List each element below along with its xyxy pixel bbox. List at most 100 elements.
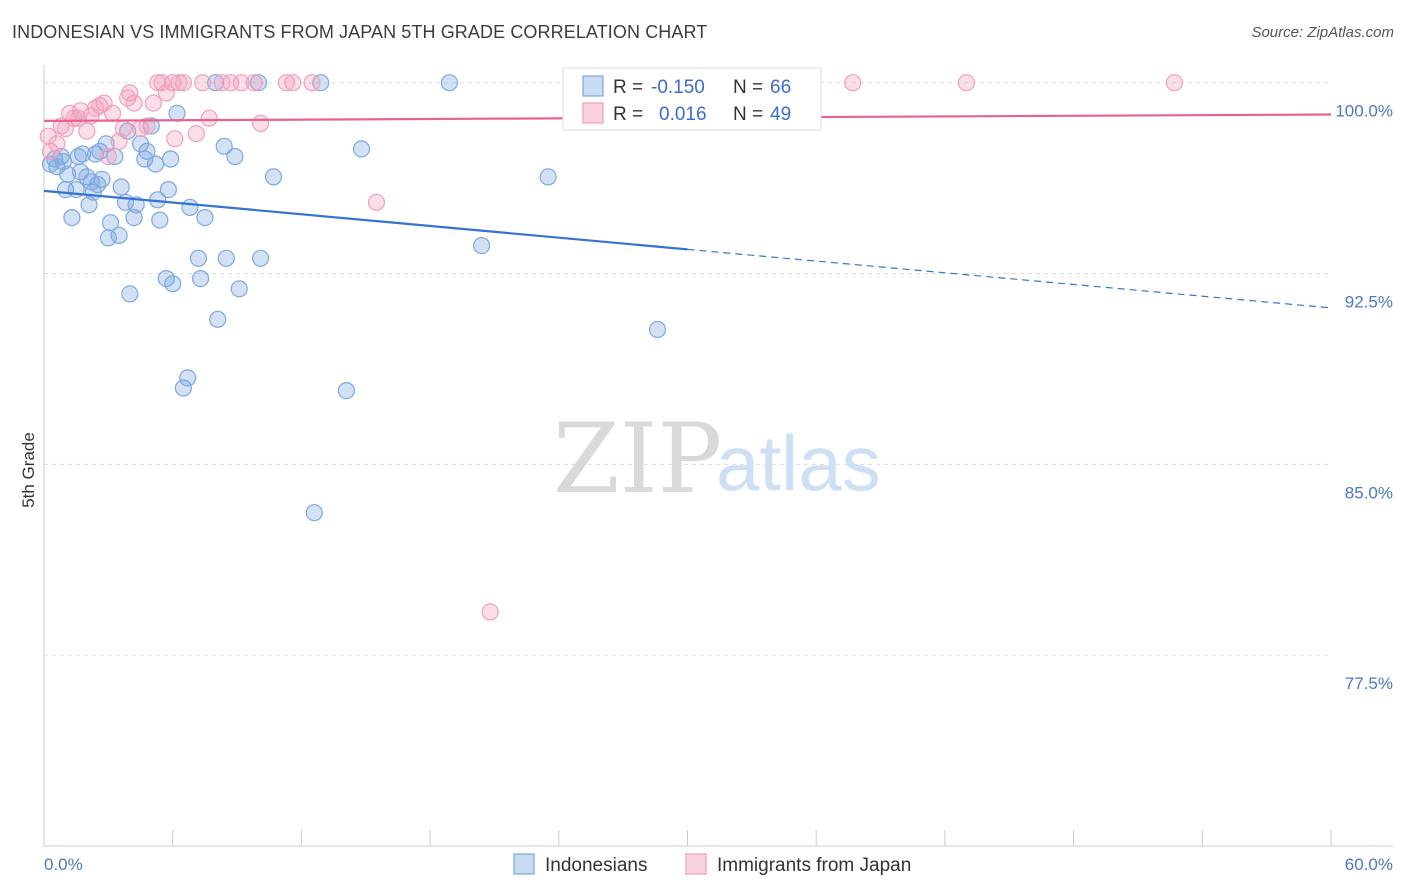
indonesians-point-50 bbox=[230, 280, 248, 298]
watermark-atlas: atlas bbox=[716, 419, 881, 507]
indonesians-point-47 bbox=[215, 137, 233, 155]
indonesians-point-43 bbox=[192, 270, 210, 288]
japan-point-13 bbox=[99, 147, 118, 166]
indonesians-point-37 bbox=[164, 275, 182, 293]
indonesians-point-4 bbox=[54, 153, 72, 171]
indonesians-point-22 bbox=[110, 226, 128, 244]
japan-point-14 bbox=[103, 104, 122, 122]
axes bbox=[43, 65, 1393, 847]
indonesians-point-36 bbox=[159, 181, 177, 199]
indonesians-point-57 bbox=[352, 140, 371, 158]
japan-point-33 bbox=[213, 74, 231, 92]
japan-point-46 bbox=[957, 74, 976, 92]
series-legend: Indonesians Immigrants from Japan bbox=[513, 853, 911, 876]
indonesians-point-30 bbox=[138, 142, 156, 160]
legend-swatch-blue bbox=[582, 75, 604, 97]
indonesians-point-27 bbox=[127, 196, 145, 214]
indonesians-point-60 bbox=[539, 168, 557, 186]
indonesians-point-59 bbox=[473, 237, 491, 255]
japan-point-35 bbox=[232, 74, 250, 92]
indonesians-point-49 bbox=[226, 147, 244, 166]
legend-r-value-2: 0.016 bbox=[659, 104, 707, 125]
indonesians-point-55 bbox=[312, 74, 330, 92]
japan-point-39 bbox=[284, 74, 302, 92]
japan-point-19 bbox=[125, 94, 143, 112]
legend-swatch-pink bbox=[582, 102, 604, 124]
trend-lines bbox=[43, 113, 1332, 309]
indonesians-point-65 bbox=[162, 150, 180, 168]
y-tick-label-0: 100.0% bbox=[1335, 102, 1393, 121]
indonesians-point-34 bbox=[151, 211, 169, 229]
japan-point-37 bbox=[252, 114, 270, 133]
legend-r-label-1: R = bbox=[613, 77, 643, 98]
indonesians-point-6 bbox=[58, 165, 77, 183]
x-tick-label-0: 0.0% bbox=[44, 855, 83, 874]
indonesians-point-54 bbox=[305, 504, 323, 522]
y-axis-label: 5th Grade bbox=[19, 432, 38, 508]
y-tick-label-2: 85.0% bbox=[1345, 483, 1393, 502]
legend-r-value-1: -0.150 bbox=[651, 77, 705, 98]
japan-point-22 bbox=[144, 94, 162, 112]
indonesians-point-48 bbox=[217, 249, 235, 267]
japan-point-32 bbox=[200, 109, 218, 127]
japan-point-45 bbox=[844, 74, 862, 92]
japan-point-41 bbox=[367, 193, 386, 211]
legend-japan-label: Immigrants from Japan bbox=[717, 855, 911, 876]
japan-point-16 bbox=[114, 119, 133, 138]
indonesians-point-18 bbox=[97, 135, 115, 153]
grid-lines bbox=[44, 82, 1331, 656]
indonesians-point-32 bbox=[146, 155, 165, 173]
indonesians-point-39 bbox=[174, 379, 192, 397]
japan-point-30 bbox=[187, 125, 205, 143]
indonesians-point-46 bbox=[209, 310, 227, 328]
y-tick-label-1: 92.5% bbox=[1345, 293, 1393, 312]
japan-point-21 bbox=[138, 117, 156, 135]
japan-point-36 bbox=[245, 74, 263, 92]
japan-point-29 bbox=[174, 74, 192, 92]
indonesians-point-26 bbox=[125, 209, 143, 227]
legend-japan-swatch bbox=[685, 853, 707, 875]
indonesians-point-31 bbox=[142, 117, 160, 135]
watermark: ZIP atlas bbox=[553, 403, 881, 515]
y-tick-labels: 100.0% 92.5% 85.0% 77.5% bbox=[1335, 102, 1393, 693]
data-points bbox=[39, 74, 1184, 621]
indonesians-point-51 bbox=[249, 74, 268, 92]
source-label: Source: ZipAtlas.com bbox=[1251, 24, 1394, 41]
indonesians-point-64 bbox=[73, 145, 92, 163]
indonesians-point-42 bbox=[189, 249, 207, 267]
indonesians-point-56 bbox=[337, 382, 355, 400]
legend-indonesians-swatch bbox=[513, 853, 535, 875]
japan-point-48 bbox=[39, 127, 57, 145]
x-tick-label-1: 60.0% bbox=[1345, 855, 1393, 874]
indonesians-point-62 bbox=[121, 285, 139, 303]
japan-point-27 bbox=[166, 130, 184, 148]
indonesians-point-53 bbox=[264, 168, 283, 186]
indonesians-point-7 bbox=[63, 209, 81, 227]
japan-point-38 bbox=[277, 74, 295, 92]
legend-n-label-1: N = bbox=[733, 77, 763, 98]
legend-n-value-1: 66 bbox=[770, 77, 791, 98]
indonesians-point-20 bbox=[101, 214, 120, 232]
chart-title: INDONESIAN VS IMMIGRANTS FROM JAPAN 5TH … bbox=[12, 22, 708, 42]
correlation-legend: R = -0.150 N = 66 R = 0.016 N = 49 bbox=[562, 67, 822, 131]
indonesians-point-61 bbox=[648, 320, 667, 339]
japan-point-47 bbox=[1165, 74, 1184, 92]
indonesians-trend-extension bbox=[687, 248, 1332, 309]
japan-point-31 bbox=[194, 74, 212, 92]
indonesians-point-40 bbox=[179, 369, 197, 387]
legend-indonesians-label: Indonesians bbox=[545, 855, 647, 876]
legend-n-label-2: N = bbox=[733, 104, 763, 125]
japan-point-18 bbox=[121, 84, 139, 102]
japan-point-15 bbox=[110, 132, 128, 150]
indonesians-point-38 bbox=[168, 104, 186, 122]
japan-point-42 bbox=[481, 603, 499, 621]
legend-n-value-2: 49 bbox=[770, 104, 791, 125]
legend-box bbox=[562, 67, 822, 131]
indonesians-point-52 bbox=[252, 249, 270, 267]
indonesians-point-23 bbox=[112, 178, 130, 196]
indonesians-trend-line bbox=[43, 189, 688, 251]
japan-point-40 bbox=[303, 74, 321, 92]
indonesians-point-12 bbox=[80, 196, 98, 214]
japan-point-8 bbox=[78, 122, 96, 140]
